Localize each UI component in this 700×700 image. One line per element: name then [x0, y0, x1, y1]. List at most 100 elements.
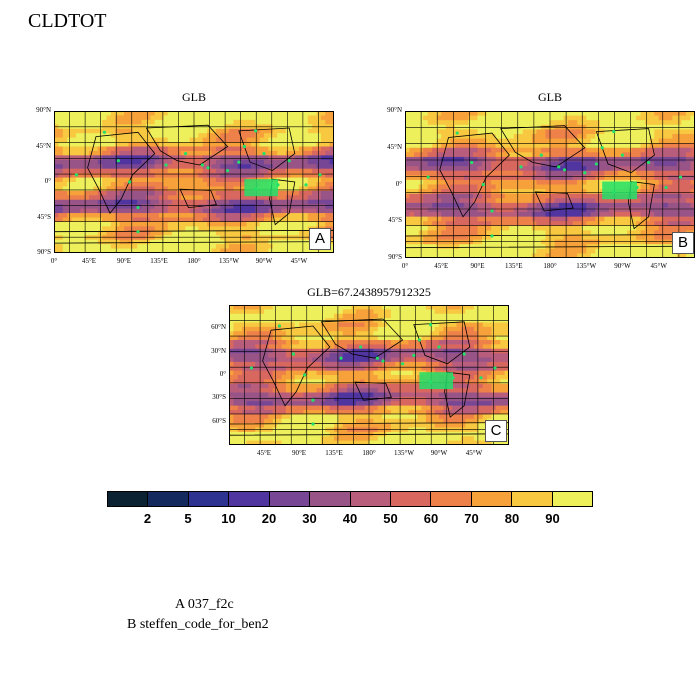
- cloud-cell: [491, 184, 497, 190]
- cloud-cell: [316, 340, 322, 345]
- cloud-cell: [194, 217, 199, 223]
- cloud-cell: [71, 248, 77, 253]
- cloud-cell: [460, 313, 466, 319]
- cloud-cell: [364, 322, 370, 328]
- cloud-cell: [468, 133, 474, 140]
- cloud-cell: [409, 111, 415, 117]
- cloud-cell: [595, 239, 601, 245]
- cloud-cell: [432, 156, 438, 163]
- cloud-cell: [163, 213, 169, 218]
- cloud-cell: [198, 137, 204, 143]
- panel-a-letter: A: [309, 228, 331, 250]
- cloud-cell: [554, 253, 560, 258]
- cloud-cell: [62, 111, 68, 116]
- cloud-cell: [500, 202, 506, 208]
- cloud-cell: [80, 226, 86, 232]
- cloud-cell: [159, 186, 164, 192]
- cloud-cell: [454, 207, 460, 213]
- cloud-cell: [486, 111, 492, 117]
- cloud-cell: [676, 216, 682, 222]
- cloud-cell: [581, 212, 587, 218]
- cloud-cell: [504, 335, 509, 341]
- cloud-cell: [163, 208, 169, 214]
- cloud-cell: [75, 177, 81, 183]
- panel-b-map[interactable]: [405, 111, 695, 258]
- cloud-cell: [294, 208, 300, 214]
- cloud-cell: [627, 143, 633, 149]
- cloud-cell: [150, 159, 156, 165]
- cloud-cell: [595, 138, 601, 144]
- cloud-cell: [154, 155, 160, 161]
- cloud-cell: [54, 248, 59, 253]
- cloud-cell: [441, 221, 447, 227]
- cloud-cell: [172, 150, 177, 156]
- cloud-cell: [445, 152, 451, 158]
- cloud-cell: [307, 137, 313, 143]
- cloud-cell: [436, 143, 442, 149]
- cloud-cell: [180, 128, 186, 134]
- cloud-cell: [97, 137, 103, 143]
- cloud-cell: [215, 199, 221, 205]
- cloud-cell: [595, 170, 601, 176]
- cloud-cell: [373, 309, 379, 315]
- cloud-cell: [115, 173, 121, 179]
- cloud-cell: [439, 348, 444, 354]
- cloud-cell: [233, 213, 239, 218]
- cloud-cell: [342, 309, 348, 315]
- cloud-cell: [264, 111, 269, 116]
- cloud-cell: [631, 111, 637, 117]
- cloud-cell: [198, 150, 204, 156]
- cloud-cell: [667, 161, 673, 167]
- cloud-cell: [405, 111, 411, 117]
- cloud-cell: [536, 175, 542, 181]
- cloud-cell: [277, 348, 282, 354]
- cloud-cell: [159, 173, 164, 179]
- cloud-cell: [229, 137, 234, 143]
- cloud-cell: [645, 193, 651, 199]
- cloud-cell: [504, 331, 509, 337]
- cloud-cell: [477, 221, 483, 227]
- cloud-cell: [636, 120, 642, 126]
- cloud-cell: [417, 348, 422, 354]
- cloud-cell: [427, 189, 433, 195]
- cloud-cell: [595, 248, 601, 254]
- cloud-cell: [264, 168, 269, 174]
- cloud-cell: [595, 225, 601, 231]
- cloud-cell: [581, 225, 587, 231]
- cloud-cell: [672, 133, 678, 140]
- cloud-cell: [486, 115, 492, 121]
- panel-a-map[interactable]: [54, 111, 334, 253]
- cloud-cell: [509, 156, 515, 163]
- cloud-cell: [264, 204, 269, 210]
- panel-c-map[interactable]: [229, 305, 509, 445]
- cloud-cell: [439, 344, 444, 350]
- cloud-cell: [690, 179, 695, 185]
- cloud-cell: [334, 313, 339, 319]
- cloud-cell: [468, 198, 474, 204]
- cloud-cell: [163, 137, 169, 143]
- cloud-cell: [316, 199, 322, 205]
- cloud-cell: [636, 138, 642, 144]
- cloud-cell: [194, 164, 199, 170]
- cloud-cell: [163, 128, 169, 134]
- cloud-cell: [290, 331, 296, 337]
- cloud-cell: [303, 309, 309, 315]
- cloud-cell: [627, 230, 633, 236]
- cloud-cell: [408, 331, 414, 337]
- cloud-cell: [93, 115, 99, 121]
- cloud-cell: [215, 195, 221, 201]
- cloud-cell: [405, 115, 411, 121]
- cloud-cell: [299, 326, 304, 332]
- cloud-cell: [445, 161, 451, 167]
- cloud-cell: [550, 156, 556, 163]
- cloud-cell: [577, 189, 583, 195]
- station-cluster: [602, 181, 637, 200]
- cloud-cell: [202, 173, 208, 179]
- cloud-cell: [172, 204, 177, 210]
- cloud-cell: [608, 202, 614, 208]
- cloud-cell: [325, 195, 331, 201]
- cloud-cell: [459, 115, 465, 121]
- cloud-cell: [281, 235, 287, 241]
- cloud-cell: [472, 120, 478, 126]
- cloud-cell: [132, 133, 138, 139]
